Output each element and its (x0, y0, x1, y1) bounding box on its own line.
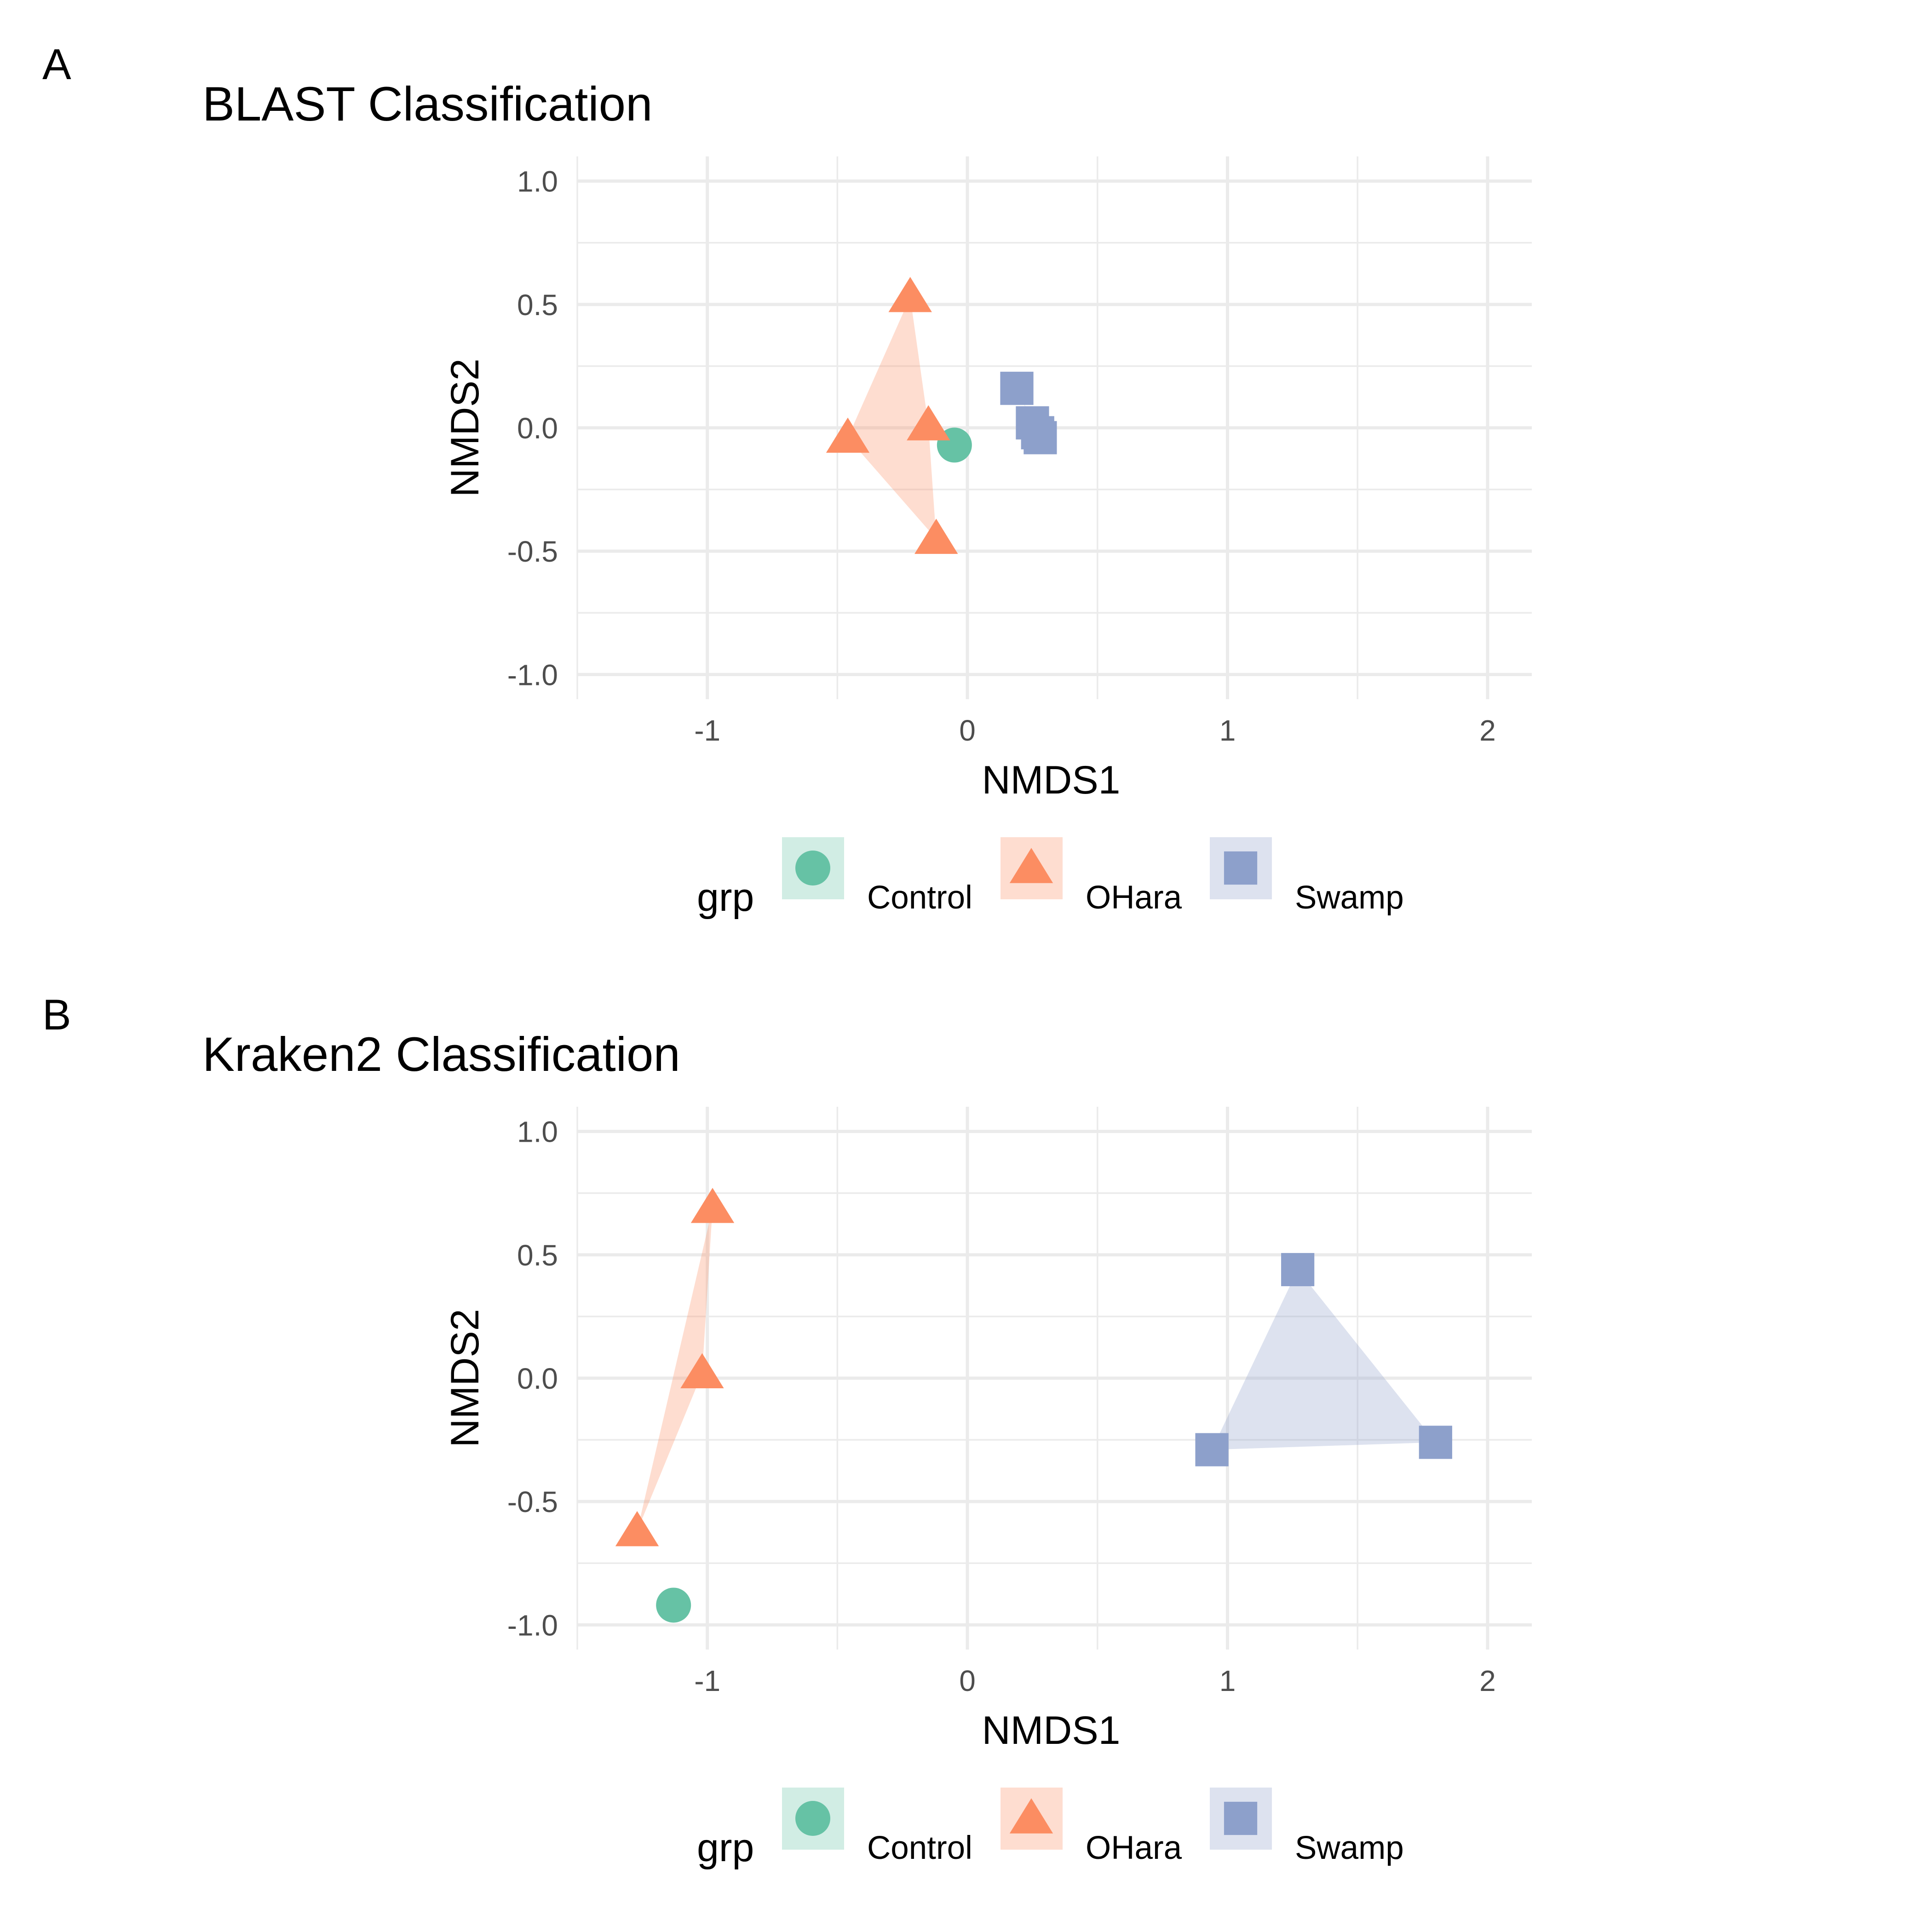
panel-a-point-ohara (888, 277, 932, 312)
panel-a-y-tick-label: -1.0 (507, 658, 558, 691)
panel-a-legend-key-swamp (1224, 851, 1258, 885)
panel-b-hull-swamp (1212, 1270, 1436, 1450)
panel-a-hull-ohara (848, 297, 937, 539)
panel-b-legend-label-control: Control (867, 1830, 972, 1866)
panel-a-y-tick-label: 1.0 (517, 165, 558, 198)
panel-b-point-swamp (1195, 1433, 1229, 1466)
panel-a-point-ohara (826, 417, 870, 453)
panel-b-hull-ohara (637, 1208, 713, 1531)
panel-b-y-tick-label: 0.0 (517, 1362, 558, 1395)
panel-a-point-swamp (1024, 421, 1057, 454)
panel-b-legend-key-swamp (1224, 1801, 1258, 1835)
panel-b-legend-key-control (795, 1801, 830, 1836)
panel-a-legend-key-ohara (1009, 848, 1053, 883)
panel-b-x-axis-title: NMDS1 (982, 1708, 1120, 1753)
panel-b-legend-label-ohara: OHara (1086, 1830, 1182, 1866)
panel-b-x-tick-label: 1 (1219, 1664, 1236, 1697)
panel-a-y-tick-label: -0.5 (507, 535, 558, 568)
panel-b-legend-label-swamp: Swamp (1295, 1830, 1404, 1866)
panel-b-point-swamp (1419, 1426, 1452, 1459)
panel-b-plot-area: -1 0 1 2 -1.0 -0.5 0.0 0.5 1.0 (507, 1107, 1532, 1697)
panel-a-legend-title: grp (697, 875, 754, 920)
panel-b-point-control (656, 1587, 691, 1623)
panel-a-legend-keys (782, 837, 1272, 899)
panel-b: B Kraken2 Classification -1 0 1 2 -1.0 -0.5 0.… (42, 990, 1532, 1870)
panel-a: A BLAST Classification -1 0 1 2 -1.0 -0.5 0.0 0… (42, 40, 1532, 920)
panel-b-point-ohara (615, 1511, 659, 1547)
panel-b-point-ohara (680, 1353, 724, 1389)
panel-b-point-swamp (1281, 1253, 1315, 1287)
panel-a-y-tick-label: 0.5 (517, 288, 558, 322)
panel-b-legend: grp Control OHara Swamp (697, 1788, 1404, 1870)
panel-b-point-ohara (690, 1188, 735, 1223)
panel-b-y-tick-label: 1.0 (517, 1116, 558, 1149)
panel-a-x-axis-title: NMDS1 (982, 758, 1120, 802)
panel-a-letter: A (42, 40, 71, 88)
panel-b-title: Kraken2 Classification (202, 1028, 680, 1081)
panel-b-x-tick-label: -1 (694, 1664, 720, 1697)
panel-a-x-tick-label: 1 (1219, 714, 1236, 747)
panel-a-legend-key-control (795, 851, 830, 886)
panel-b-x-tick-label: 2 (1479, 1664, 1496, 1697)
panel-a-point-ohara (914, 518, 958, 554)
panel-b-y-tick-label: 0.5 (517, 1239, 558, 1272)
panel-a-legend-label-ohara: OHara (1086, 880, 1182, 916)
panel-a-point-ohara (907, 405, 950, 441)
panel-b-legend-keys (782, 1788, 1272, 1850)
panel-b-letter: B (42, 990, 71, 1039)
panel-a-point-swamp (1000, 372, 1034, 405)
panel-b-x-tick-label: 0 (959, 1664, 976, 1697)
panel-b-y-tick-label: -1.0 (507, 1609, 558, 1642)
panel-b-y-tick-label: -0.5 (507, 1485, 558, 1518)
panel-a-plot-area: -1 0 1 2 -1.0 -0.5 0.0 0.5 1.0 (507, 156, 1532, 747)
panel-a-legend: grp Control OHara Swamp (697, 837, 1404, 920)
panel-a-y-axis-title: NMDS2 (443, 358, 487, 497)
panel-b-legend-title: grp (697, 1826, 754, 1870)
panel-a-title: BLAST Classification (202, 77, 652, 131)
panel-a-x-tick-label: 0 (959, 714, 976, 747)
panel-a-legend-label-control: Control (867, 880, 972, 916)
panel-b-legend-key-ohara (1009, 1798, 1053, 1834)
panel-a-y-tick-label: 0.0 (517, 412, 558, 445)
panel-b-y-axis-title: NMDS2 (443, 1309, 487, 1447)
panel-a-x-tick-label: -1 (694, 714, 720, 747)
panel-a-x-tick-label: 2 (1479, 714, 1496, 747)
panel-a-legend-label-swamp: Swamp (1295, 880, 1404, 916)
